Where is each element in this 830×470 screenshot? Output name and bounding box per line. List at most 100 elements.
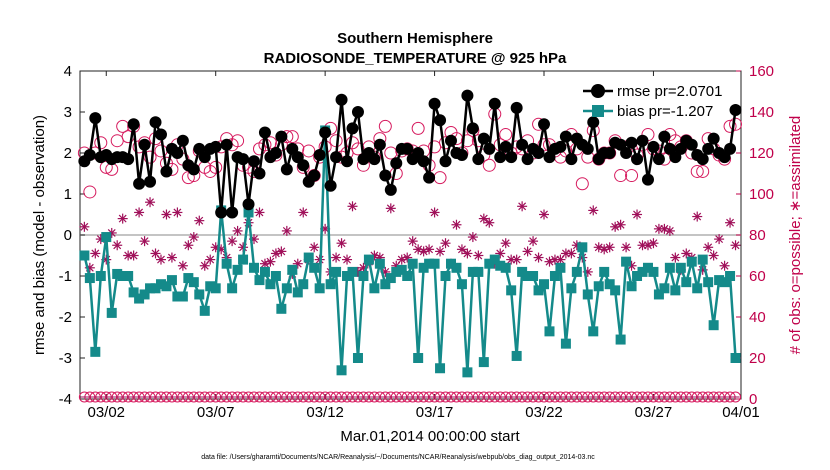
rmse-marker — [275, 130, 288, 143]
bias-marker — [123, 271, 134, 281]
bias-marker — [145, 283, 156, 294]
bias-marker — [385, 273, 396, 284]
bias-marker — [511, 350, 522, 361]
rmse-marker — [149, 116, 162, 129]
bias-marker — [199, 305, 210, 316]
bias-marker — [593, 281, 604, 292]
y-tick-label: 3 — [64, 104, 72, 121]
bias-marker — [303, 252, 314, 263]
y-axis-right-ticks: 0 20 40 60 80 100 120 140 160 — [736, 63, 774, 408]
y-tick-label: 2 — [64, 145, 72, 162]
bias-marker — [183, 273, 194, 284]
rmse-marker — [269, 147, 282, 159]
bias-marker — [429, 258, 440, 269]
rmse-marker — [696, 153, 709, 166]
x-tick-label: 03/27 — [635, 404, 673, 421]
rmse-marker — [729, 103, 742, 116]
assimilated-marker — [134, 207, 145, 218]
bias-marker — [659, 283, 670, 294]
assimilated-marker — [500, 238, 511, 249]
bias-marker — [128, 287, 139, 298]
rmse-marker — [176, 134, 189, 147]
possible-marker — [94, 136, 108, 150]
bias-marker — [314, 283, 325, 294]
rmse-marker — [368, 153, 381, 166]
possible-marker — [482, 158, 496, 172]
bias-marker — [177, 291, 188, 302]
assimilated-marker — [112, 240, 123, 251]
y2-tick-label: 0 — [749, 391, 757, 408]
assimilated-marker — [385, 203, 396, 214]
assimilated-marker — [139, 236, 150, 247]
possible-marker — [285, 130, 299, 144]
y2-tick-label: 80 — [749, 227, 766, 244]
rmse-marker — [620, 147, 633, 159]
assimilated-marker — [128, 250, 139, 261]
possible-marker — [433, 171, 447, 185]
rmse-marker — [242, 198, 255, 211]
rmse-marker — [538, 118, 551, 131]
assimilated-marker — [703, 242, 714, 253]
rmse-marker — [133, 177, 146, 190]
assimilated-marker — [205, 254, 216, 265]
rmse-marker — [455, 149, 468, 162]
y-tick-label: 1 — [64, 186, 72, 203]
y-axis-label-left: rmse and bias (model - observation) — [31, 115, 48, 355]
bias-marker — [451, 262, 462, 273]
assimilated-marker — [166, 252, 177, 263]
bias-marker — [681, 277, 692, 288]
rmse-marker — [521, 153, 534, 166]
y-tick-label: -1 — [59, 268, 72, 285]
possible-marker — [203, 164, 217, 178]
possible-marker — [302, 144, 316, 158]
assimilated-marker — [604, 242, 615, 253]
assimilated-marker — [177, 260, 188, 271]
rmse-marker — [631, 153, 644, 166]
bias-marker — [150, 283, 161, 294]
bias-marker — [342, 271, 353, 281]
bias-marker — [380, 279, 391, 290]
assimilated-marker — [648, 238, 659, 249]
rmse-marker — [346, 122, 359, 135]
legend-rmse-label: rmse pr=2.0701 — [617, 83, 722, 100]
bias-marker — [418, 262, 429, 273]
bias-marker — [210, 283, 221, 294]
rmse-marker — [122, 153, 135, 166]
rmse-marker — [488, 97, 501, 110]
rmse-marker — [466, 122, 479, 135]
bias-marker — [298, 279, 309, 290]
rmse-marker — [144, 175, 157, 188]
x-axis-label: Mar.01,2014 00:00:00 start — [340, 428, 520, 445]
possible-marker — [83, 185, 97, 199]
y-axis-left-ticks: -4 -3 -2 -1 0 1 2 3 4 — [59, 63, 85, 408]
assimilated-marker — [599, 244, 610, 255]
assimilated-marker — [478, 213, 489, 224]
rmse-marker — [707, 132, 720, 145]
bias-marker — [604, 279, 615, 290]
bias-marker — [675, 262, 686, 273]
assimilated-marker — [708, 250, 719, 261]
rmse-marker — [335, 93, 348, 106]
possible-marker — [723, 119, 737, 133]
bias-marker — [566, 283, 577, 294]
bias-marker — [697, 254, 708, 265]
bias-marker — [582, 289, 593, 300]
bias-marker — [489, 254, 500, 265]
bias-marker — [500, 262, 511, 273]
bias-marker — [188, 277, 199, 288]
assimilated-marker — [533, 252, 544, 263]
rmse-marker — [494, 151, 507, 164]
assimilated-marker — [347, 201, 358, 212]
rmse-marker — [297, 159, 310, 172]
bias-marker — [703, 277, 714, 288]
bias-marker — [686, 256, 697, 267]
bias-marker — [588, 326, 599, 337]
bias-marker — [254, 275, 265, 286]
bias-marker — [369, 283, 380, 294]
rmse-marker — [330, 151, 343, 164]
rmse-marker — [641, 173, 654, 186]
possible-marker — [499, 128, 513, 142]
assimilated-marker — [632, 209, 643, 220]
y2-tick-label: 100 — [749, 186, 774, 203]
bias-marker — [161, 281, 172, 292]
